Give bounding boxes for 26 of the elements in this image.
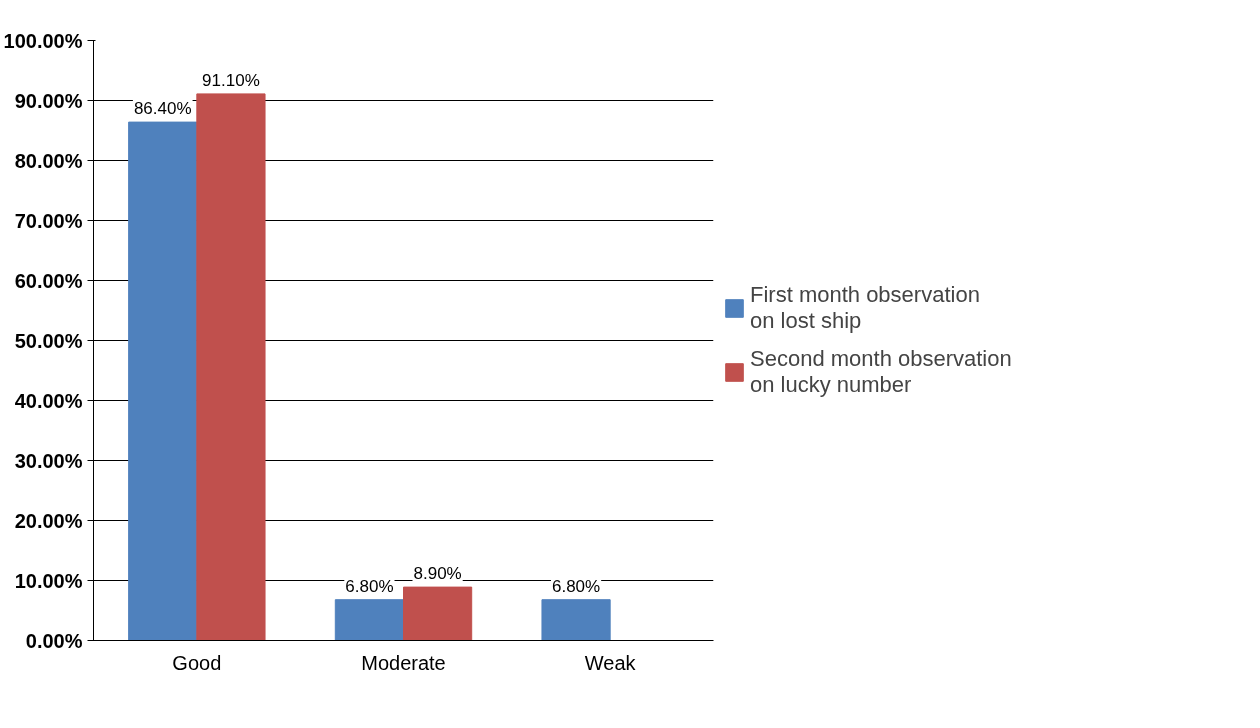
- data-label: 86.40%: [133, 99, 192, 119]
- y-tick-label: 30.00%: [14, 449, 83, 472]
- legend-label: Second month observation on lucky number: [750, 345, 1012, 399]
- bar: [541, 599, 611, 641]
- y-tick-label: 60.00%: [14, 269, 83, 292]
- y-tick-label: 80.00%: [14, 149, 83, 172]
- y-tick-label: 10.00%: [14, 569, 83, 592]
- x-tick-label: Good: [172, 651, 222, 674]
- data-label: 6.80%: [551, 576, 601, 596]
- x-tick-label: Weak: [584, 651, 637, 674]
- data-label: 91.10%: [202, 70, 260, 90]
- y-tick-label: 40.00%: [14, 389, 83, 412]
- bar: [403, 586, 473, 641]
- y-tick-label: 70.00%: [14, 209, 83, 232]
- bar: [334, 599, 404, 641]
- data-label: 6.80%: [345, 576, 394, 596]
- y-tick-label: 100.00%: [3, 29, 83, 52]
- data-label: 8.90%: [413, 564, 462, 584]
- bar: [128, 121, 198, 641]
- legend-label: First month observation on lost ship: [750, 281, 980, 335]
- y-tick-label: 90.00%: [14, 89, 83, 112]
- y-tick-label: 20.00%: [14, 509, 83, 532]
- y-tick-label: 0.00%: [25, 629, 83, 652]
- x-tick-label: Moderate: [361, 651, 446, 674]
- bar: [196, 93, 266, 641]
- y-tick-label: 50.00%: [14, 329, 83, 352]
